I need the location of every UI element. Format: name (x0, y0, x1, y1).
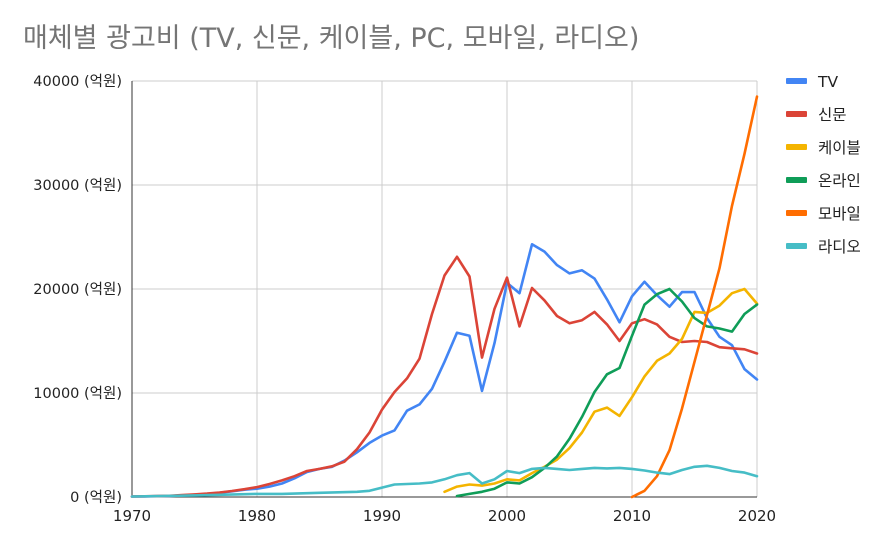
y-tick-label: 40000 (억원) (33, 73, 122, 90)
y-axis-ticks: 0 (억원) 10000 (억원) 20000 (억원) 30000 (억원) 4000… (33, 73, 122, 506)
series-lines (130, 95, 759, 499)
chart-title: 매체별 광고비 (TV, 신문, 케이블, PC, 모바일, 라디오) (23, 23, 640, 54)
legend-swatch (786, 210, 807, 216)
series-line-5 (130, 464, 759, 498)
legend-swatch (786, 111, 807, 117)
series-line-4 (630, 95, 759, 499)
y-tick-label: 30000 (억원) (33, 177, 122, 194)
series-line-3 (455, 287, 759, 498)
legend-label: 모바일 (818, 205, 861, 223)
legend-label: 라디오 (818, 238, 861, 256)
x-tick-label: 1990 (363, 507, 401, 525)
series-line-1 (130, 255, 759, 498)
legend-swatch (786, 144, 807, 150)
x-tick-label: 2010 (613, 507, 651, 525)
series-line-0 (130, 243, 759, 498)
x-tick-label: 1980 (238, 507, 276, 525)
y-tick-label: 10000 (억원) (33, 385, 122, 402)
x-axis-ticks: 1970 1980 1990 2000 2010 2020 (113, 507, 776, 525)
legend-label: 온라인 (818, 172, 861, 190)
series-line-2 (443, 287, 759, 494)
legend-label: 신문 (818, 106, 847, 124)
legend-swatch (786, 243, 807, 249)
legend-swatch (786, 78, 807, 84)
x-tick-label: 2000 (488, 507, 526, 525)
y-tick-label: 0 (억원) (70, 489, 122, 506)
legend-label: TV (817, 73, 838, 91)
legend-swatch (786, 177, 807, 183)
legend-label: 케이블 (818, 139, 861, 157)
x-tick-label: 1970 (113, 507, 151, 525)
x-tick-label: 2020 (738, 507, 776, 525)
grid-lines (131, 80, 758, 498)
y-tick-label: 20000 (억원) (33, 281, 122, 298)
